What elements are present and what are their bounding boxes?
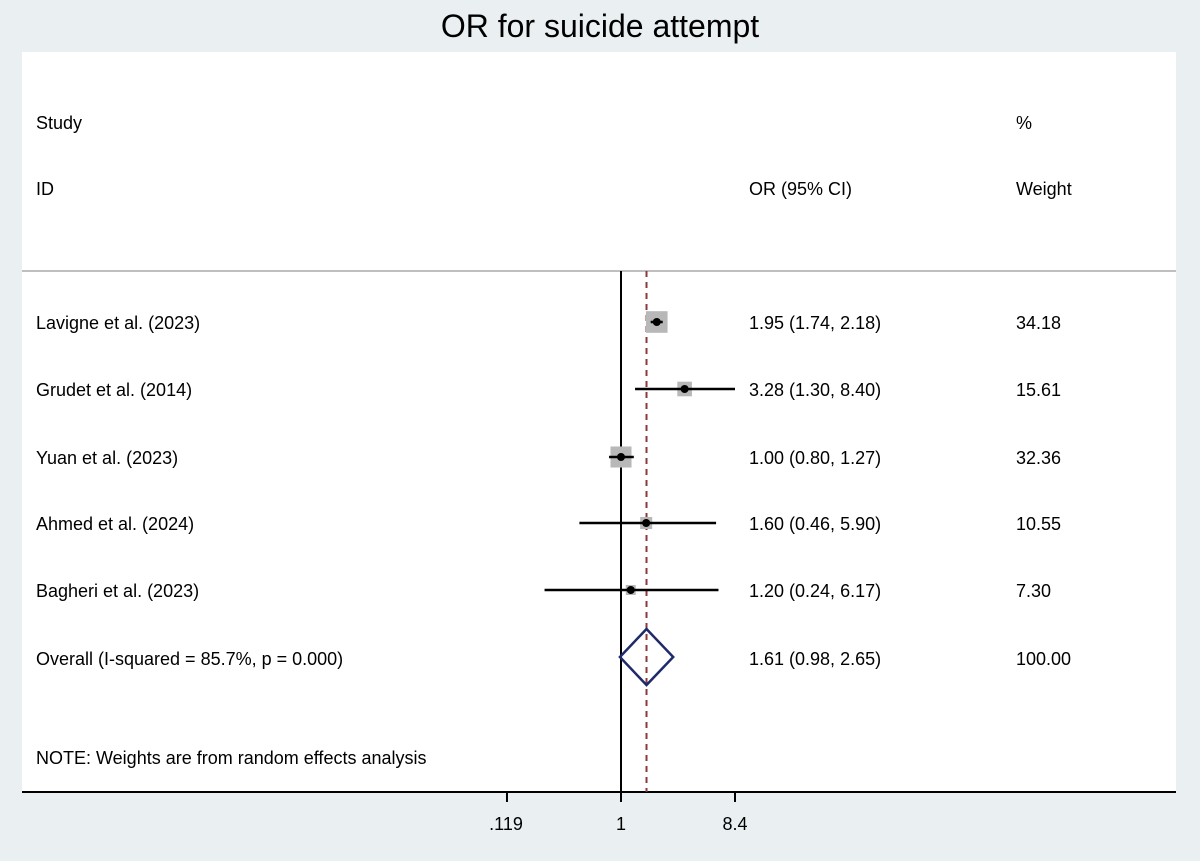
overall-or-ci: 1.61 (0.98, 2.65) — [749, 649, 882, 669]
x-tick-label: .119 — [489, 814, 523, 834]
study-or-ci: 1.95 (1.74, 2.18) — [749, 313, 882, 333]
study-or-ci: 1.20 (0.24, 6.17) — [749, 581, 882, 601]
study-point — [626, 586, 635, 594]
header-weight: Weight — [1016, 179, 1072, 199]
header-percent: % — [1016, 113, 1033, 133]
study-label: Yuan et al. (2023) — [36, 448, 179, 468]
x-tick-label: 8.4 — [722, 814, 748, 834]
chart-title: OR for suicide attempt — [440, 8, 760, 44]
study-point — [652, 318, 661, 326]
overall-weight: 100.00 — [1016, 649, 1072, 669]
study-weight: 10.55 — [1016, 514, 1062, 534]
weights-note: NOTE: Weights are from random effects an… — [36, 748, 427, 768]
overall-label: Overall (I-squared = 85.7%, p = 0.000) — [36, 649, 344, 669]
study-label: Bagheri et al. (2023) — [36, 581, 200, 601]
study-weight: 15.61 — [1016, 380, 1062, 400]
study-label: Grudet et al. (2014) — [36, 380, 193, 400]
study-or-ci: 3.28 (1.30, 8.40) — [749, 380, 882, 400]
study-point — [680, 385, 689, 393]
header-id: ID — [36, 179, 54, 199]
x-tick-label: 1 — [615, 814, 627, 834]
study-weight: 34.18 — [1016, 313, 1062, 333]
header-or-ci: OR (95% CI) — [749, 179, 853, 199]
study-label: Ahmed et al. (2024) — [36, 514, 195, 534]
study-label: Lavigne et al. (2023) — [36, 313, 201, 333]
study-weight: 32.36 — [1016, 448, 1062, 468]
study-or-ci: 1.00 (0.80, 1.27) — [749, 448, 882, 468]
study-weight: 7.30 — [1016, 581, 1052, 601]
study-point — [642, 519, 651, 527]
study-point — [617, 453, 625, 461]
plot-area — [22, 52, 1176, 792]
overall-diamond — [618, 627, 675, 687]
header-study: Study — [36, 113, 83, 133]
study-or-ci: 1.60 (0.46, 5.90) — [749, 514, 882, 534]
